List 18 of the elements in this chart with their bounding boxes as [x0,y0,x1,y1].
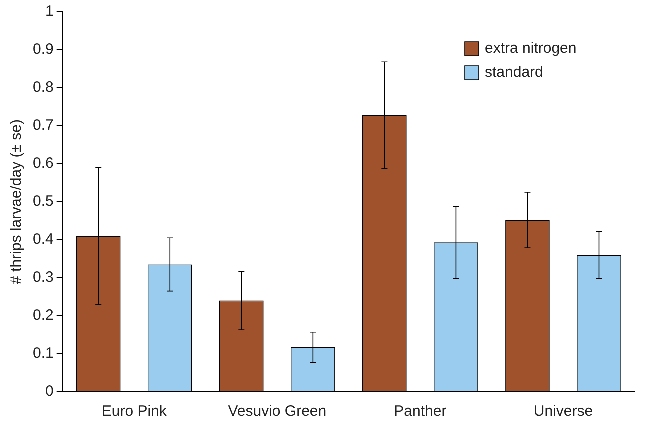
y-tick-label: 0 [46,383,54,400]
y-tick-label: 0.5 [32,193,54,210]
x-tick-label: Universe [534,403,594,420]
y-tick-label: 0.3 [32,269,54,286]
legend-label: extra nitrogen [485,40,577,58]
y-tick-label: 0.8 [32,79,54,96]
y-tick-label: 0.4 [32,231,54,248]
y-tick-label: 0.1 [32,345,54,362]
y-tick-label: 1 [46,3,54,20]
x-tick-label: Panther [394,403,447,420]
y-tick-label: 0.9 [32,41,54,58]
y-tick-label: 0.6 [32,155,54,172]
y-tick-label: 0.7 [32,117,54,134]
y-axis-title: # thrips larvae/day (± se) [8,120,26,284]
y-tick-label: 0.2 [32,307,54,324]
x-tick-label: Euro Pink [102,403,168,420]
legend-label: standard [485,64,544,82]
x-tick-label: Vesuvio Green [228,403,327,420]
